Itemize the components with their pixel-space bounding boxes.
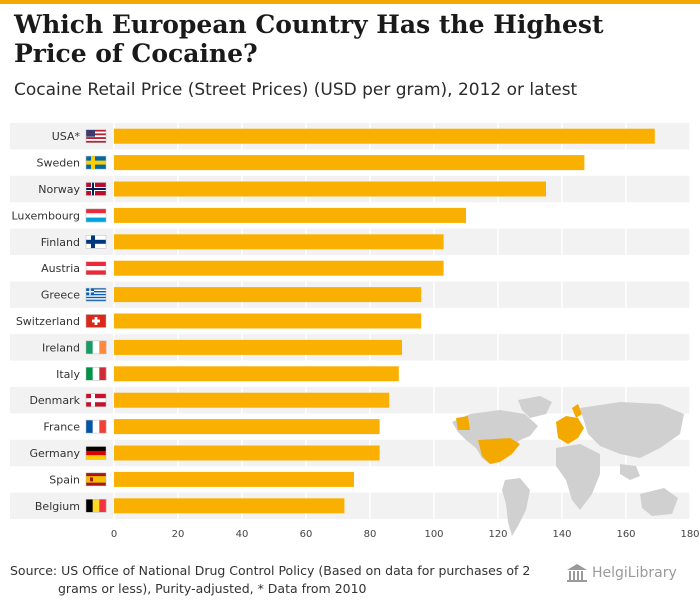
category-label: Denmark bbox=[29, 394, 80, 407]
helgilibrary-logo: HelgiLibrary bbox=[566, 562, 696, 584]
category-label: France bbox=[43, 421, 80, 434]
austria-flag bbox=[85, 261, 107, 275]
bar bbox=[114, 366, 399, 382]
source-line-2: grams or less), Purity-adjusted, * Data … bbox=[58, 581, 367, 596]
map-region bbox=[452, 410, 538, 464]
category-label: Switzerland bbox=[16, 315, 80, 328]
greece-flag bbox=[85, 287, 107, 302]
spain-flag bbox=[85, 472, 107, 487]
map-region bbox=[556, 444, 600, 510]
x-tick-label: 120 bbox=[488, 529, 507, 540]
bar bbox=[114, 471, 354, 487]
bar bbox=[114, 498, 345, 514]
denmark-flag bbox=[85, 393, 107, 407]
germany-flag bbox=[85, 446, 107, 460]
x-tick-label: 140 bbox=[552, 529, 571, 540]
norway-flag bbox=[85, 182, 107, 196]
category-label: Finland bbox=[41, 236, 80, 249]
category-label: Austria bbox=[41, 262, 80, 275]
bar bbox=[114, 287, 422, 303]
category-label: Greece bbox=[41, 289, 80, 302]
bar bbox=[114, 339, 402, 355]
category-label: Germany bbox=[29, 447, 80, 460]
library-building-icon bbox=[567, 564, 587, 582]
bar bbox=[114, 392, 390, 408]
italy-flag bbox=[85, 367, 107, 381]
x-tick-label: 80 bbox=[364, 529, 377, 540]
bar bbox=[114, 419, 380, 435]
world-map bbox=[452, 396, 684, 536]
france-flag bbox=[85, 419, 107, 434]
category-label: Ireland bbox=[42, 341, 80, 354]
sweden-flag bbox=[85, 155, 107, 170]
us-flag bbox=[85, 129, 107, 143]
map-region bbox=[518, 396, 552, 418]
bar-chart: USA* Sweden Norway Luxembourg Finland Austria… bbox=[10, 123, 700, 540]
map-region bbox=[478, 438, 520, 464]
map-region bbox=[580, 402, 684, 458]
bar bbox=[114, 155, 585, 171]
map-region bbox=[572, 404, 582, 418]
top-accent-bar bbox=[0, 0, 700, 4]
category-label: Norway bbox=[38, 183, 80, 196]
x-tick-label: 180 bbox=[680, 529, 699, 540]
chart-subtitle: Cocaine Retail Price (Street Prices) (US… bbox=[14, 80, 578, 100]
switzerland-flag bbox=[85, 314, 107, 328]
bar bbox=[114, 445, 380, 461]
category-label: Spain bbox=[49, 473, 80, 486]
category-label: USA* bbox=[52, 130, 81, 143]
logo-text: HelgiLibrary bbox=[592, 565, 677, 581]
bar bbox=[114, 234, 444, 250]
map-region bbox=[502, 478, 530, 536]
bar bbox=[114, 207, 466, 223]
bar bbox=[114, 313, 422, 329]
category-label: Italy bbox=[56, 368, 80, 381]
category-label: Sweden bbox=[37, 157, 80, 170]
source-note: Source: US Office of National Drug Contr… bbox=[10, 562, 555, 598]
category-label: Luxembourg bbox=[11, 209, 80, 222]
x-tick-label: 60 bbox=[300, 529, 313, 540]
x-tick-label: 160 bbox=[616, 529, 635, 540]
ireland-flag bbox=[85, 340, 107, 355]
map-region bbox=[456, 416, 470, 430]
x-tick-label: 100 bbox=[424, 529, 443, 540]
x-tick-label: 20 bbox=[172, 529, 185, 540]
map-region bbox=[556, 416, 584, 444]
x-tick-label: 40 bbox=[236, 529, 249, 540]
bar bbox=[114, 181, 546, 197]
category-label: Belgium bbox=[35, 500, 80, 513]
map-region bbox=[640, 488, 678, 516]
luxembourg-flag bbox=[85, 208, 107, 223]
source-line-1: Source: US Office of National Drug Contr… bbox=[10, 563, 531, 578]
finland-flag bbox=[85, 235, 107, 249]
bar bbox=[114, 260, 444, 276]
chart-title: Which European Country Has the Highest P… bbox=[14, 10, 604, 68]
map-region bbox=[620, 464, 640, 480]
belgium-flag bbox=[85, 499, 107, 513]
x-tick-label: 0 bbox=[111, 529, 117, 540]
bar bbox=[114, 128, 655, 144]
